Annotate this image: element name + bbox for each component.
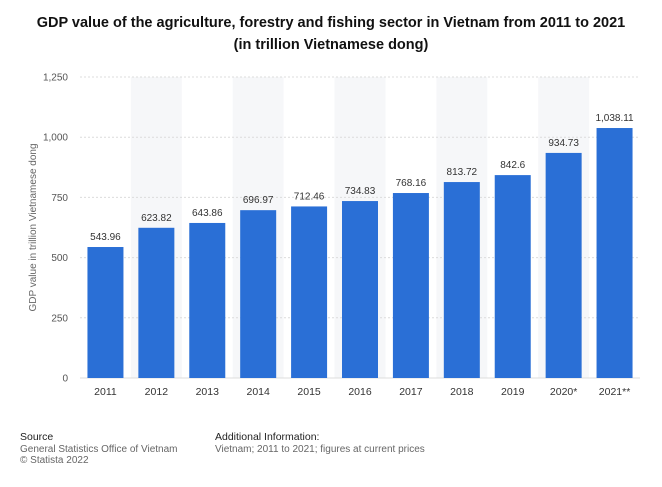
bar-chart: 0 250 500 750 1,000 1,250 GDP value in trillio… — [28, 73, 640, 398]
y-tick-label: 0 — [62, 374, 68, 385]
source-name: General Statistics Office of Vietnam — [20, 444, 178, 455]
value-label: 696.97 — [243, 195, 274, 206]
chart-title-line-2: (in trillion Vietnamese dong) — [233, 37, 429, 53]
y-tick-label: 750 — [51, 193, 68, 204]
x-tick-label: 2015 — [297, 386, 321, 398]
x-tick-label: 2016 — [348, 386, 372, 398]
value-label: 934.73 — [548, 138, 579, 149]
bar — [291, 206, 328, 378]
bar — [138, 227, 175, 378]
x-tick-label: 2011 — [94, 386, 117, 398]
value-label: 543.96 — [90, 232, 121, 243]
value-label: 768.16 — [396, 178, 427, 189]
bar — [240, 210, 277, 378]
source-block: Source General Statistics Office of Viet… — [20, 431, 178, 467]
value-label: 623.82 — [141, 213, 172, 224]
chart-title-line-1: GDP value of the agriculture, forestry a… — [36, 15, 626, 31]
chart-title: GDP value of the agriculture, forestry a… — [0, 12, 662, 56]
additional-info-text: Vietnam; 2011 to 2021; figures at curren… — [215, 444, 425, 455]
value-label: 813.72 — [447, 167, 478, 178]
value-label: 1,038.11 — [595, 113, 634, 124]
bar — [87, 247, 124, 378]
x-tick-label: 2021** — [599, 386, 631, 398]
y-tick-label: 500 — [51, 253, 68, 264]
bar — [342, 201, 378, 378]
bar — [545, 152, 582, 378]
y-tick-label: 250 — [51, 313, 68, 324]
bar — [392, 193, 429, 378]
bar — [443, 182, 480, 378]
y-axis-label: GDP value in trillion Vietnamese dong — [28, 143, 39, 311]
additional-info-heading: Additional Information: — [215, 431, 320, 443]
value-label: 842.6 — [500, 160, 525, 171]
x-tick-label: 2018 — [450, 386, 474, 398]
value-label: 643.86 — [192, 208, 223, 219]
source-heading: Source — [20, 431, 54, 443]
x-tick-label: 2013 — [196, 386, 220, 398]
value-label: 734.83 — [345, 186, 376, 197]
x-tick-label: 2014 — [247, 386, 271, 398]
bar — [494, 175, 531, 378]
x-tick-label: 2020* — [550, 386, 577, 398]
additional-info-block: Additional Information: Vietnam; 2011 to… — [215, 431, 425, 456]
x-tick-label: 2019 — [501, 386, 525, 398]
x-tick-label: 2017 — [399, 386, 423, 398]
x-tick-label: 2012 — [145, 386, 169, 398]
y-tick-label: 1,000 — [43, 133, 68, 144]
y-tick-label: 1,250 — [43, 73, 68, 84]
copyright: © Statista 2022 — [20, 455, 89, 466]
bar — [596, 128, 633, 378]
bar — [189, 222, 226, 378]
value-label: 712.46 — [294, 191, 325, 202]
